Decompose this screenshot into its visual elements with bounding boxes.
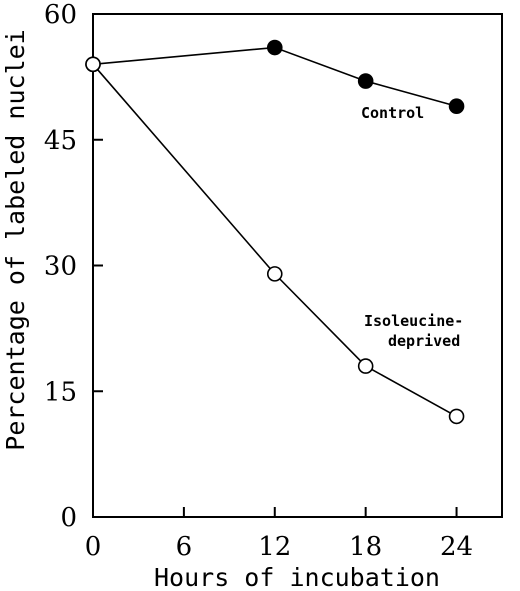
series-label-isoleucine: Isoleucine- deprived bbox=[364, 312, 472, 350]
series-line-control bbox=[92, 46, 457, 107]
x-tick-label: 18 bbox=[349, 532, 382, 562]
plot-frame bbox=[92, 13, 503, 518]
x-axis-title: Hours of incubation bbox=[154, 563, 440, 591]
data-point-isoleucine-deprived bbox=[448, 408, 465, 425]
y-tick-label: 0 bbox=[60, 503, 77, 533]
data-point-control bbox=[266, 39, 283, 56]
data-point-isoleucine-deprived bbox=[266, 266, 283, 282]
series-label-isoleucine-line-2: deprived bbox=[388, 332, 460, 350]
data-point-control bbox=[448, 98, 465, 115]
series-layer bbox=[85, 39, 465, 425]
y-tick-label: 15 bbox=[44, 377, 77, 407]
y-axis-ticks: 0 15 30 45 60 bbox=[44, 0, 103, 533]
data-point-control bbox=[357, 73, 374, 89]
x-tick-label: 12 bbox=[258, 532, 291, 562]
y-tick-label: 45 bbox=[44, 126, 77, 156]
y-tick-label: 60 bbox=[44, 0, 77, 30]
series-label-control: Control bbox=[361, 104, 424, 122]
x-tick-label: 6 bbox=[176, 532, 193, 562]
series-label-isoleucine-line-1: Isoleucine- bbox=[364, 312, 463, 330]
series-line-isoleucine-deprived bbox=[92, 63, 457, 418]
y-axis-title: Percentage of labeled nuclei bbox=[1, 29, 30, 450]
data-point-isoleucine-deprived bbox=[85, 56, 101, 73]
x-axis-ticks: 0 6 12 18 24 bbox=[85, 507, 473, 562]
x-tick-label: 0 bbox=[85, 532, 102, 562]
data-point-isoleucine-deprived bbox=[357, 358, 374, 374]
y-tick-label: 30 bbox=[44, 252, 77, 282]
x-tick-label: 24 bbox=[440, 532, 473, 562]
